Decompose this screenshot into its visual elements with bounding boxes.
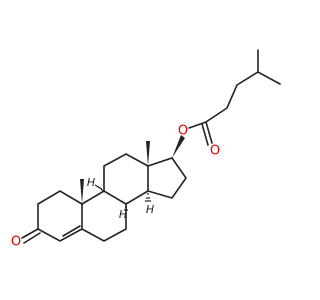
atom-label: O <box>178 124 188 139</box>
atom-label: H <box>87 176 95 189</box>
atom-label: O <box>11 235 21 250</box>
molecule-diagram: O O O H H H <box>11 49 281 250</box>
atom-label: H <box>146 203 154 216</box>
atom-label: O <box>210 144 220 159</box>
stereo-bonds <box>80 135 185 211</box>
atom-label: H <box>119 208 127 221</box>
